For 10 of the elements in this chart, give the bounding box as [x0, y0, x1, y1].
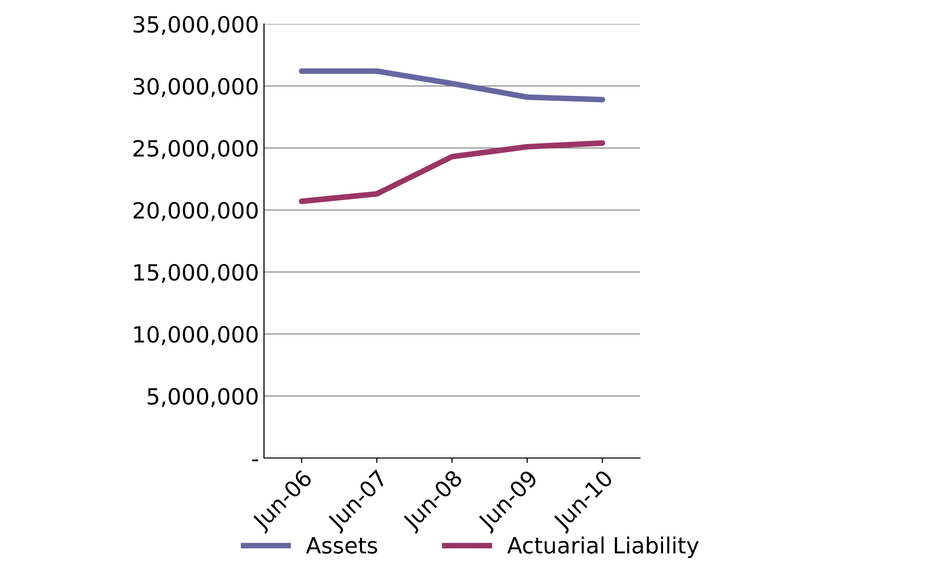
y-tick-label: 5,000,000: [148, 388, 258, 408]
y-tick-label: 15,000,000: [134, 264, 258, 284]
y-tick-label: 25,000,000: [134, 140, 258, 160]
y-tick-label: 35,000,000: [134, 16, 258, 36]
y-tick-label: 20,000,000: [134, 202, 258, 222]
y-tick-label: 30,000,000: [134, 78, 258, 98]
legend-label: Actuarial Liability: [507, 536, 699, 558]
y-tick-label: -: [252, 459, 258, 462]
y-tick-label: 10,000,000: [134, 326, 258, 346]
legend-label: Assets: [306, 537, 378, 554]
